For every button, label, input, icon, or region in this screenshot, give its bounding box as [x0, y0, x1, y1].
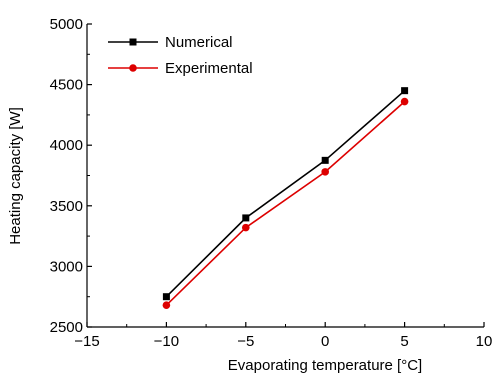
y-tick-label: 4500	[50, 77, 83, 94]
x-tick-label: −15	[74, 333, 99, 350]
y-axis-title: Heating capacity [W]	[7, 107, 24, 245]
series-line-numerical	[165, 90, 406, 298]
y-tick-label: 4000	[50, 137, 83, 154]
y-tick-label: 3000	[50, 258, 83, 275]
data-point-numerical	[401, 87, 409, 95]
series-experimental	[162, 97, 409, 309]
x-tick-label: 10	[476, 333, 493, 350]
x-tick-label: −10	[154, 333, 179, 350]
x-axis-title: Evaporating temperature [°C]	[228, 357, 422, 374]
data-point-experimental	[400, 97, 409, 106]
series-group	[162, 87, 409, 309]
axes-frame	[86, 24, 484, 328]
data-point-experimental	[321, 168, 330, 176]
legend: Numerical Experimental	[108, 34, 253, 77]
data-point-experimental	[162, 301, 171, 309]
x-tick-label: −5	[237, 333, 254, 350]
data-point-numerical	[321, 156, 329, 164]
x-tick-label: 0	[321, 333, 329, 350]
legend-label-numerical: Numerical	[165, 34, 233, 51]
data-point-legend-experimental	[129, 64, 137, 72]
legend-label-experimental: Experimental	[165, 60, 253, 77]
y-tick-label: 2500	[50, 319, 83, 336]
y-tick-label: 3500	[50, 198, 83, 215]
y-axis-ticks: 2500 3000 3500 4000 4500 5000	[50, 16, 92, 336]
y-tick-label: 5000	[50, 16, 83, 33]
data-point-legend-numerical	[129, 38, 137, 46]
series-numerical	[162, 87, 409, 301]
data-point-experimental	[242, 223, 250, 232]
x-tick-label: 5	[400, 333, 408, 350]
data-point-numerical	[242, 214, 250, 222]
series-line-experimental	[165, 101, 406, 306]
data-point-numerical	[162, 293, 170, 301]
x-axis-ticks: −15 −10 −5 0 5 10	[74, 322, 492, 350]
